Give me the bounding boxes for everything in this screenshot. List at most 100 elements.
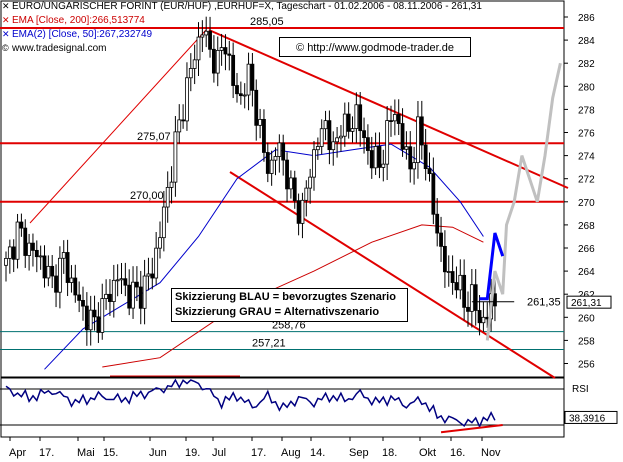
x-tick-label: Aug (281, 447, 301, 459)
last-price-tag: 261,31 (566, 295, 612, 309)
candle-body (11, 246, 16, 260)
candle-body (493, 293, 497, 307)
candle-body (439, 232, 443, 247)
candle-body (400, 123, 405, 150)
candle-body (177, 119, 182, 133)
candle-body (100, 298, 105, 333)
candle-body (381, 163, 386, 168)
candle-body (34, 249, 39, 258)
y-tick-label: 276 (578, 129, 595, 140)
y-tick-label: 284 (578, 36, 595, 47)
candle-body (185, 77, 189, 122)
candle-body (362, 130, 366, 139)
horizontal-levels: 285,05 275,07 270,00 258,76 257,21 (0, 16, 564, 351)
candle-body (296, 200, 301, 224)
x-tick-label: 16. (450, 447, 465, 459)
candle-body (373, 146, 378, 169)
scenario-blue-path (479, 232, 505, 301)
candle-body (416, 116, 420, 164)
x-tick-label: 17. (39, 447, 54, 459)
rsi-series (0, 378, 564, 434)
source-label: © www.tradesignal.com (2, 43, 107, 54)
candle-body (246, 63, 251, 96)
scenario-blue-text: Skizzierung BLAU = bevorzugtes Szenario (175, 291, 396, 303)
ema200-legend: ✕ EMA [Close, 200]:266,513774 (2, 15, 145, 26)
candle-body (262, 119, 266, 153)
x-tick-label: Nov (481, 447, 501, 459)
candle-body (331, 141, 336, 151)
candle-body (27, 242, 32, 256)
rsi-last-value-tag: 38,3916 (564, 410, 618, 424)
candle-body (346, 113, 351, 132)
candle-body (431, 173, 436, 215)
candle-body (150, 273, 155, 279)
rsi-last-box (564, 410, 618, 424)
ema200-series (102, 224, 484, 368)
candle-body (123, 278, 128, 286)
candle-body (292, 177, 297, 202)
chart-title: ✕ EURO/UNGARISCHER FORINT (EUR/HUF) ,EURH… (2, 1, 482, 12)
candle-body (238, 93, 243, 97)
candle-body (50, 265, 55, 277)
candle-body (412, 162, 417, 170)
candle-body (131, 281, 135, 309)
y-tick-label: 278 (578, 105, 595, 116)
ema50-legend: ✕ EMA(2) [Close, 50]:267,232749 (2, 29, 153, 40)
candle-body (119, 278, 124, 281)
candle-body (31, 242, 35, 251)
y-tick-label: 282 (578, 59, 595, 70)
copyright-icon: © (2, 43, 9, 53)
y-tick-label: 270 (578, 198, 595, 209)
x-tick-label: Jul (212, 447, 226, 459)
candle-body (96, 316, 101, 333)
candle-body (462, 274, 467, 308)
candle-body (204, 30, 209, 36)
candle-body (315, 146, 320, 151)
candle-body (84, 305, 89, 331)
candle-body (115, 279, 120, 282)
candle-body (7, 246, 12, 259)
candle-body (65, 252, 70, 283)
candle-body (223, 47, 228, 55)
level-label-4: 257,21 (252, 338, 286, 350)
candle-body (419, 116, 424, 146)
candle-body (111, 279, 116, 302)
candle-body (281, 142, 286, 161)
level-label-0: 285,05 (250, 16, 284, 28)
scenario-grey-path (485, 62, 562, 341)
candle-body (73, 277, 78, 296)
cross-icon: ✕ (2, 15, 10, 25)
x-tick-label: Sep (349, 447, 369, 459)
candle-body (473, 284, 478, 311)
copyright-box: © http://www.godmode-trader.de (279, 37, 471, 57)
candle-body (158, 237, 162, 249)
candle-body (385, 120, 390, 165)
y-tick-label: 286 (578, 13, 595, 24)
price-marker-label: 261,35 (527, 297, 561, 309)
scenario-grey-text: Skizzierung GRAU = Alternativszenario (175, 306, 380, 318)
level-label-3: 258,76 (272, 320, 306, 332)
candle-body (196, 36, 201, 61)
candle-body (423, 144, 428, 170)
x-axis: Apr 17. Mai 15. Jun 19. Jul 17. Aug 14. Sep 18. Okt 1… (9, 437, 501, 459)
candle-body (42, 255, 47, 279)
candle-body (354, 104, 359, 129)
last-price-label: 261,31 (571, 298, 602, 309)
candle-body (92, 309, 97, 318)
x-tick-label: Jun (149, 447, 167, 459)
candle-body (446, 271, 451, 273)
channel-lower-line (229, 171, 556, 379)
candle-body (435, 213, 440, 234)
ema200-line (102, 224, 484, 368)
candle-body (265, 152, 270, 174)
candle-body (77, 294, 82, 301)
candle-body (369, 150, 374, 169)
candle-body (300, 199, 305, 224)
candle-body (285, 159, 289, 190)
level-label-1: 275,07 (137, 131, 171, 143)
x-tick-label: 19. (185, 447, 200, 459)
candle-body (58, 257, 62, 293)
candle-body (427, 168, 432, 175)
rsi-last-label: 38,3916 (569, 413, 606, 424)
